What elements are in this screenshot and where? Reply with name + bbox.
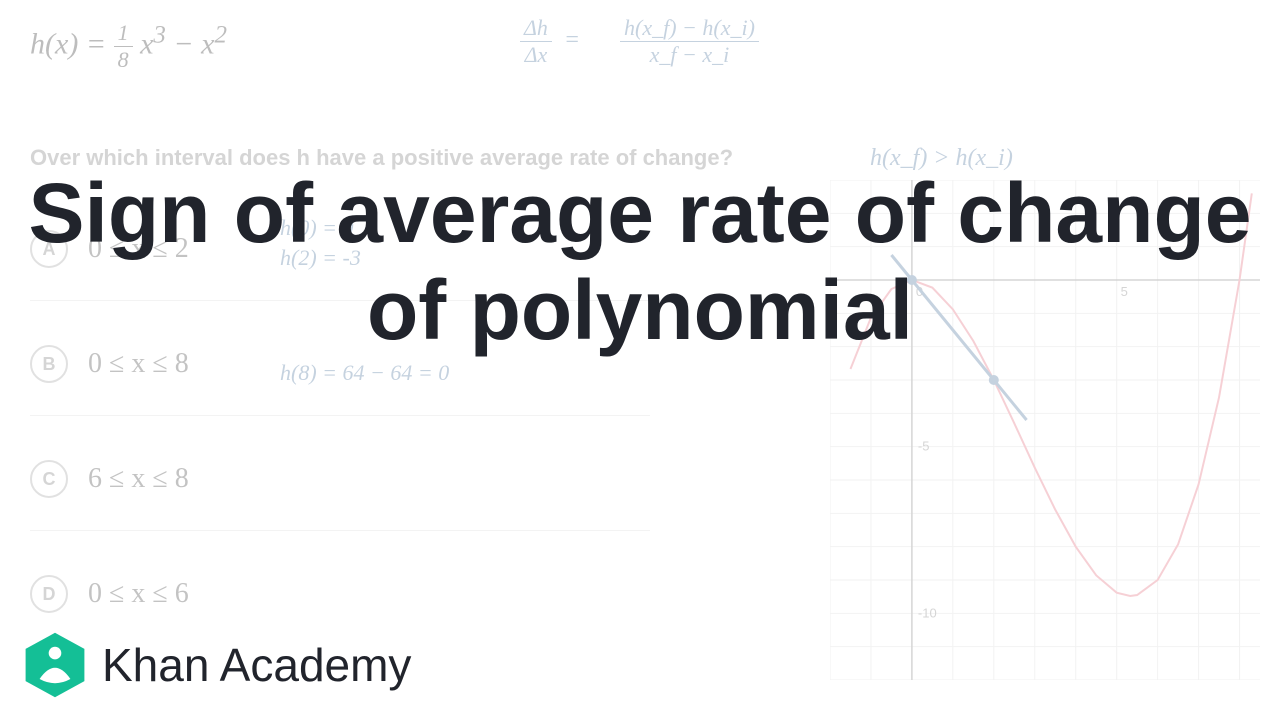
brand-text: Khan Academy	[102, 638, 411, 692]
choice-letter-c: C	[30, 460, 68, 498]
divider	[30, 415, 650, 416]
choice-c[interactable]: C 6 ≤ x ≤ 8	[30, 460, 189, 498]
choice-letter-d: D	[30, 575, 68, 613]
brand-block: Khan Academy	[20, 630, 411, 700]
divider	[30, 530, 650, 531]
choice-d[interactable]: D 0 ≤ x ≤ 6	[30, 575, 189, 613]
choice-text-c: 6 ≤ x ≤ 8	[88, 463, 189, 495]
choice-text-d: 0 ≤ x ≤ 6	[88, 578, 189, 610]
svg-text:-10: -10	[918, 605, 937, 620]
video-title: Sign of average rate of change of polyno…	[0, 165, 1280, 358]
svg-text:-5: -5	[918, 439, 930, 454]
khan-logo-icon	[20, 630, 90, 700]
hw-work-b: h(8) = 64 − 64 = 0	[280, 360, 449, 386]
hw-ratio-left: ΔhΔx =	[520, 15, 580, 68]
top-formula: h(x) = 18 x3 − x2	[30, 20, 227, 73]
background-layer: h(x) = 18 x3 − x2 ΔhΔx = h(x_f) − h(x_i)…	[0, 0, 1280, 720]
hw-ratio-right: h(x_f) − h(x_i) x_f − x_i	[620, 15, 820, 68]
